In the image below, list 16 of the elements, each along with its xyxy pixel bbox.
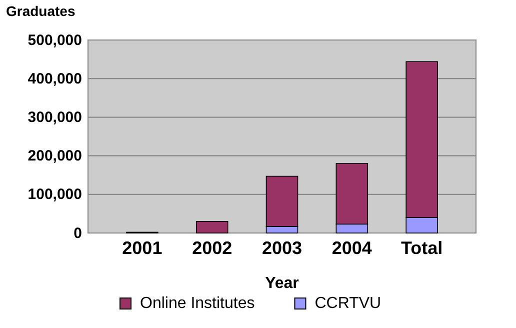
y-axis-title: Graduates	[6, 3, 76, 19]
x-axis-title: Year	[265, 275, 299, 292]
y-tick-label: 0	[74, 224, 82, 242]
legend-label: Online Institutes	[140, 295, 255, 312]
x-tick-label: Total	[400, 238, 443, 258]
y-tick-label: 200,000	[28, 148, 82, 165]
y-tick-label: 400,000	[28, 70, 82, 88]
bar	[196, 221, 228, 234]
x-tick-label: 2001	[122, 238, 162, 258]
y-tick-label: 100,000	[28, 186, 82, 204]
x-tick-label: 2004	[332, 238, 372, 258]
y-tick-label: 500,000	[28, 32, 82, 49]
y-tick-label: 300,000	[28, 109, 82, 126]
x-tick-label: 2002	[192, 238, 232, 258]
legend-label: CCRTVU	[314, 295, 382, 312]
x-tick-label: 2003	[262, 238, 302, 258]
